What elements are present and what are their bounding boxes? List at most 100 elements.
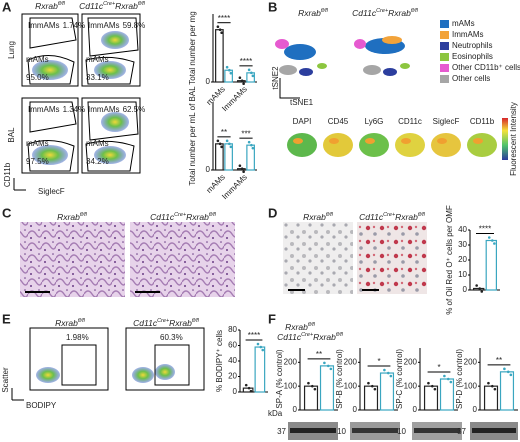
y-tick-label: 100 [464,381,478,390]
gate-pct: 1.74% [63,21,86,30]
bar-dot [238,164,242,167]
bar-dot [218,28,222,31]
genotype-text: Cd11c [133,318,158,328]
bar-dot [238,76,242,79]
genotype-label: Cd11cCre+Rxrabfl/fl [79,1,146,11]
bar-dot [475,284,478,287]
bar-dot [247,68,251,72]
marker-map [359,133,389,157]
genotype-text: Rxrab [303,212,326,222]
y-tick-label: 0 [206,77,211,86]
micrograph [283,222,353,294]
row-label: Lung [7,41,16,59]
bar-dot [240,167,244,170]
y-tick-label: 0 [353,405,358,414]
genotype-text: Rxrab [285,322,308,332]
gate-pct: 1.34% [63,105,86,114]
bar-dot [256,342,260,346]
gate-pct: 60.3% [160,333,183,342]
bar-dot [242,170,245,173]
bar-dot [228,142,231,146]
gate-name: mAMs [86,139,109,148]
superscript: fl/fl [336,332,344,338]
y-tick-label: 20 [228,372,237,381]
gate-label: ImmAMs 62.5% [88,105,145,114]
legend-label: Other CD11b⁺ cells [452,63,520,72]
y-tick-label: 0 [413,405,418,414]
gate-pct: 95.0% [26,73,49,82]
bar [499,371,515,411]
bar-dot [242,82,245,85]
genotype-label: Rxrabfl/fl [55,318,85,328]
significance: *** [241,129,250,138]
bar-dot [427,381,430,385]
bar-dot [433,387,437,391]
y-tick-label: 80 [228,325,237,334]
genotype-text: Cd11c [150,212,175,222]
legend-swatch [440,53,449,61]
superscript: Cre+ [376,8,389,14]
genotype-label: Cd11cCre+Rxrabfl/fl [352,8,419,18]
blot-unit: kDa [268,409,283,418]
bar [319,365,335,411]
superscript: fl/fl [418,212,426,218]
genotype-text: Rxrab [186,212,209,222]
y-axis-label: % BODIPY⁺ cells [215,330,224,392]
marker-map-spot [365,138,375,144]
superscript: Cre+ [383,212,396,218]
flow-plots [13,13,141,191]
legend-label: Neutrophils [452,41,492,50]
y-tick-label: 40 [228,356,237,365]
bar-dot [326,364,330,368]
axis-label: Scatter [1,367,10,393]
gate-label: ImmAMs 59.8% [88,21,145,30]
marker-map [395,133,425,157]
bar-dot [228,68,231,72]
panel-label: F [268,311,276,326]
marker-label: Ly6G [365,117,384,126]
significance: * [377,357,380,366]
bar-dot [216,25,220,28]
gate-name: ImmAMs [88,21,120,30]
y-axis-label: Total number per mL of BAL [188,86,197,186]
bar-dot [247,386,251,390]
gate-label: ImmAMs 1.74% [28,21,85,30]
y-axis-label: SP-A (% control) [275,349,284,408]
bar-dot [216,139,220,143]
bar [254,346,266,393]
y-axis-label: SP-C (% control) [395,349,404,409]
gate-pct: 33.1% [86,73,109,82]
marker-map-spot [473,138,483,144]
axis-label: BODIPY [26,401,57,410]
bar-dot [383,368,386,372]
tsne-plot [275,36,410,99]
gate-name: mAMs [26,55,49,64]
row-label: BAL [7,127,16,143]
superscript: Cre+ [157,318,170,324]
genotype-label: Rxrabfl/fl [57,212,87,222]
gate-pct: 59.8% [123,21,146,30]
micrograph [357,222,427,294]
genotype-text: Rxrab [115,1,138,11]
bar-dot [371,384,374,388]
bar-dot [225,65,229,69]
genotype-text: Cd11c [359,212,384,222]
y-tick-label: 100 [404,381,418,390]
bar-dot [251,146,255,150]
y-tick-label: 0 [463,285,468,294]
bar-dot [367,381,370,385]
legend-label: Eosinophils [452,52,493,61]
bar [439,378,455,411]
y-axis-label: SP-B (% control) [335,349,344,409]
gate-name: ImmAMs [28,105,60,114]
bar [485,239,498,291]
bar-dot [431,384,434,388]
bar-dot [373,387,377,391]
axis-label: SiglecF [38,187,65,196]
bar-dot [240,79,244,82]
genotype-label: Rxrabfl/fl [303,212,333,222]
western-blot [288,422,518,440]
marker-label: DAPI [293,117,312,126]
significance: **** [218,14,230,23]
significance: ** [316,350,322,359]
